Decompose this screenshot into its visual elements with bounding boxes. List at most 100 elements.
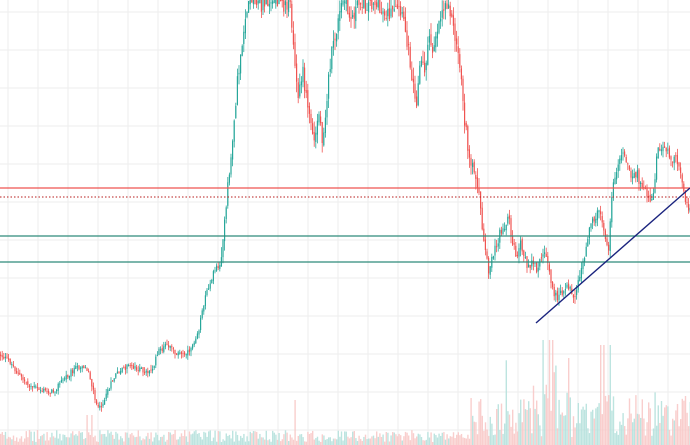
candle-body <box>248 0 250 13</box>
volume-bar <box>264 439 266 445</box>
volume-bar <box>560 414 562 445</box>
candle-body <box>451 13 453 17</box>
volume-bar <box>268 439 271 445</box>
volume-bar <box>182 436 184 445</box>
candle-body <box>280 0 282 2</box>
candle-body <box>424 62 426 73</box>
volume-bar <box>582 406 584 445</box>
volume-bar <box>635 395 637 445</box>
candle-body <box>433 45 435 52</box>
candle-body <box>523 250 525 257</box>
candle-body <box>475 175 477 179</box>
volume-bar <box>654 392 656 445</box>
candle-body <box>179 352 181 354</box>
candle-body <box>457 46 459 53</box>
candle-body <box>460 68 462 80</box>
candle-body <box>268 3 270 7</box>
volume-bar <box>60 440 63 445</box>
candle-body <box>441 10 443 18</box>
volume-bar <box>369 438 371 445</box>
candle-body <box>385 17 387 19</box>
volume-bar <box>222 439 224 445</box>
candle-body <box>70 369 72 377</box>
candle-body <box>449 5 451 17</box>
volume-bar <box>544 394 546 445</box>
volume-bar <box>262 437 264 445</box>
volume-bar <box>476 434 479 445</box>
volume-bar <box>472 415 474 445</box>
volume-bar <box>512 409 514 445</box>
volume-bar <box>11 439 13 445</box>
volume-bar <box>59 433 61 445</box>
candle-body <box>46 391 48 393</box>
volume-bar <box>46 432 48 445</box>
candle-body <box>390 8 392 17</box>
volume-bar <box>328 437 330 445</box>
volume-bar <box>16 437 18 445</box>
candle-body <box>636 170 638 179</box>
volume-bar <box>17 441 19 445</box>
candle-body <box>190 348 192 352</box>
candle-body <box>4 356 6 358</box>
candle-body <box>288 0 290 12</box>
candle-body <box>558 294 560 301</box>
volume-bar <box>310 432 312 445</box>
volume-bar <box>296 440 298 445</box>
volume-bar <box>420 437 423 445</box>
candle-body <box>675 155 677 157</box>
volume-bar <box>433 433 435 445</box>
candle-body <box>600 211 602 215</box>
volume-bar <box>219 431 221 445</box>
candle-body <box>409 46 411 68</box>
candle-body <box>171 346 173 348</box>
volume-bar <box>236 434 239 445</box>
candle-body <box>438 20 440 33</box>
candle-body <box>544 252 546 254</box>
candle-body <box>195 338 197 344</box>
candle-body <box>420 60 422 67</box>
volume-bar <box>104 433 106 445</box>
candle-body <box>572 294 574 298</box>
volume-bar <box>281 439 283 445</box>
candle-body <box>105 393 107 400</box>
candle-body <box>211 280 213 284</box>
candle-body <box>116 371 118 374</box>
volume-bar <box>451 436 453 445</box>
volume-bar <box>320 441 322 445</box>
volume-bar <box>628 398 631 445</box>
volume-bar <box>131 432 133 445</box>
volume-bar <box>350 437 352 445</box>
volume-bar <box>550 410 552 445</box>
candle-body <box>222 239 224 258</box>
volume-bar <box>80 432 82 445</box>
volume-bar <box>508 414 511 445</box>
volume-bar <box>460 433 463 445</box>
volume-bar <box>118 439 120 445</box>
candle-body <box>494 245 496 256</box>
candle-body <box>470 157 472 166</box>
volume-bar <box>54 437 56 445</box>
volume-bar <box>632 422 634 445</box>
volume-bar <box>65 437 67 445</box>
candle-body <box>40 390 42 392</box>
candle-body <box>283 0 285 12</box>
candle-body <box>110 381 112 389</box>
candle-body <box>299 84 301 97</box>
volume-bar <box>444 439 447 445</box>
volume-bar <box>352 431 354 445</box>
candle-body <box>492 256 494 259</box>
volume-bar <box>486 429 488 445</box>
candle-body <box>243 31 245 44</box>
volume-bar <box>593 418 595 445</box>
volume-bar <box>496 408 498 445</box>
volume-bar <box>267 440 269 445</box>
volume-bar <box>67 437 69 445</box>
candle-body <box>352 15 354 18</box>
volume-bar <box>568 358 570 445</box>
candle-body <box>678 162 680 167</box>
candle-body <box>630 171 632 178</box>
volume-bar <box>259 433 261 445</box>
candle-body <box>164 344 166 347</box>
